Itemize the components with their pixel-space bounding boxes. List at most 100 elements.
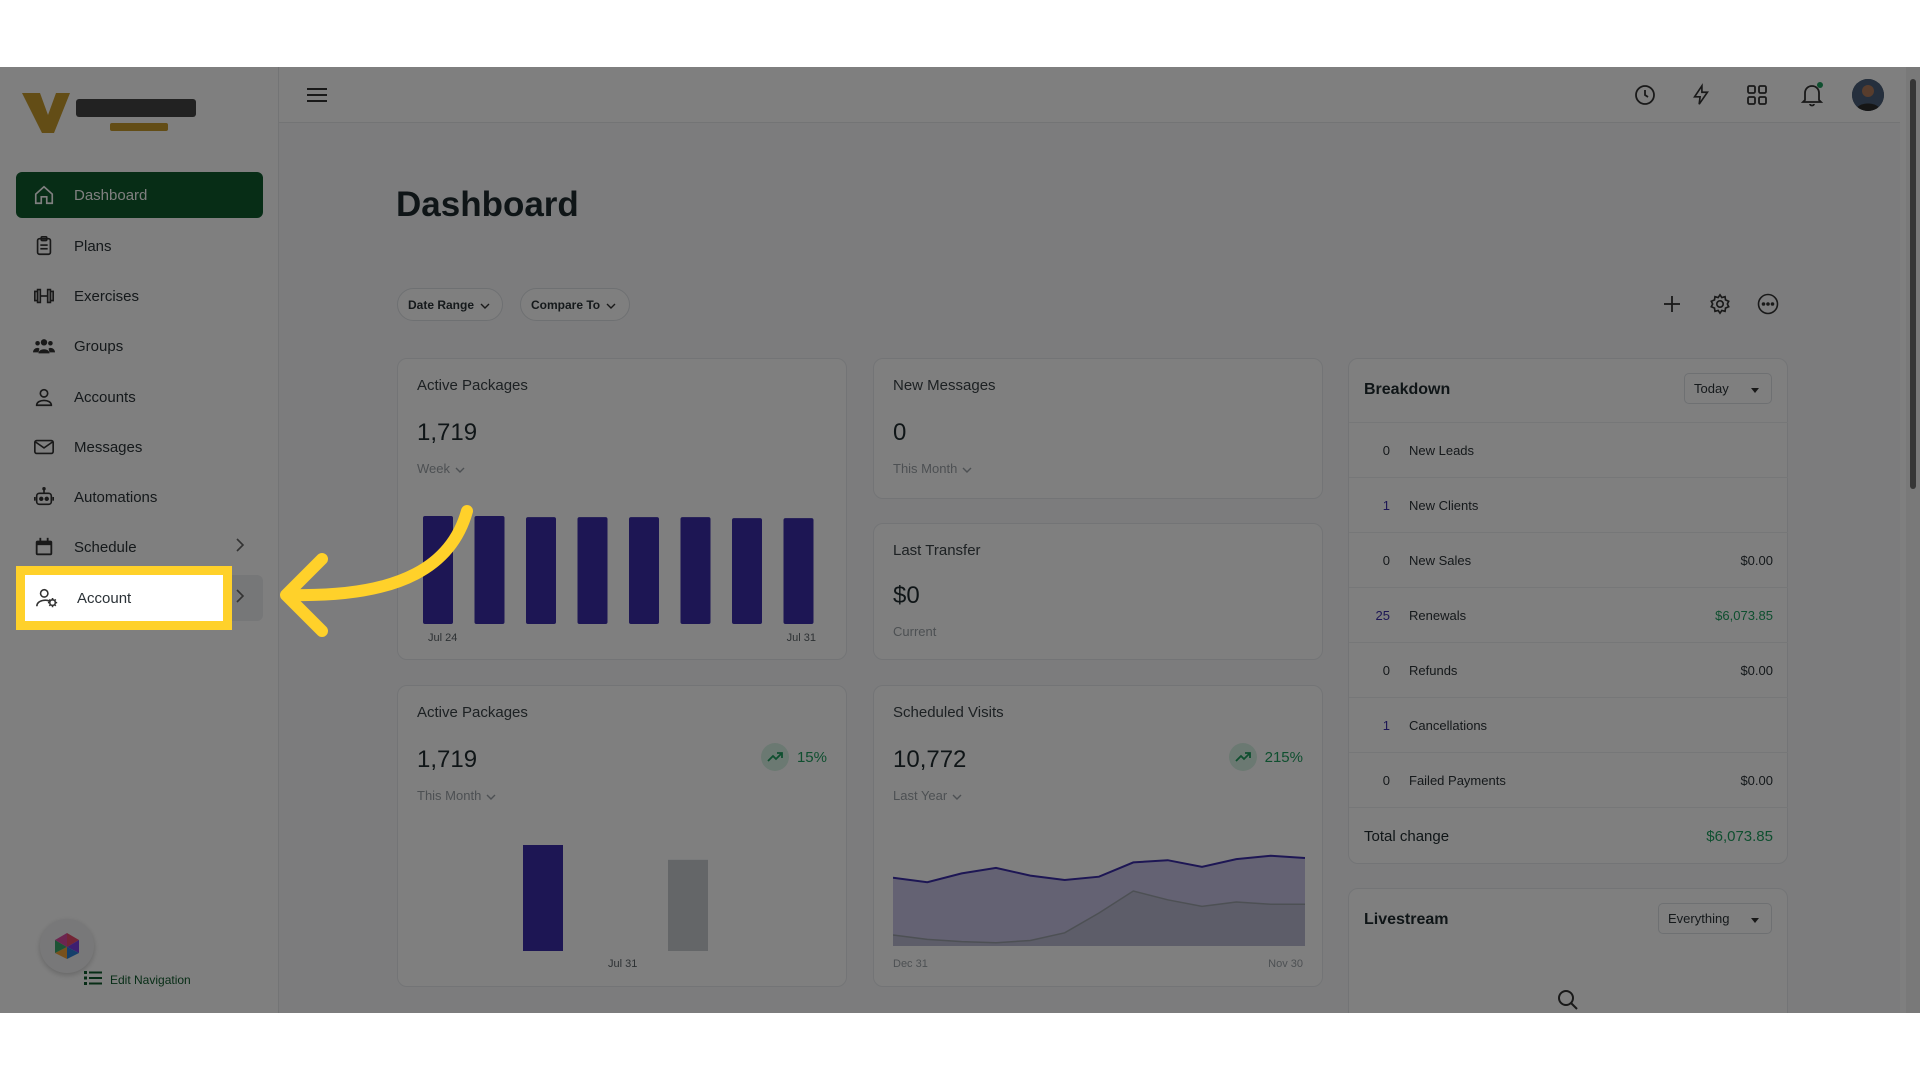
clock-icon <box>1635 85 1655 105</box>
sidebar-item-label: Groups <box>74 337 124 355</box>
list-icon <box>84 970 102 989</box>
last-transfer-card: Last Transfer $0 Current <box>873 523 1323 660</box>
select-value: Everything <box>1668 911 1730 926</box>
breakdown-period-select[interactable]: Today <box>1684 373 1772 404</box>
trend-value: 15% <box>796 748 827 766</box>
breakdown-amount: $0.00 <box>1740 663 1773 678</box>
breakdown-title: Breakdown <box>1364 381 1451 398</box>
chevron-right-icon <box>235 589 245 607</box>
users-icon <box>32 334 56 358</box>
sidebar-item-schedule[interactable]: Schedule <box>16 524 263 570</box>
sidebar-item-plans[interactable]: Plans <box>16 223 263 269</box>
sidebar-item-automations[interactable]: Automations <box>16 474 263 520</box>
sidebar-item-groups[interactable]: Groups <box>16 323 263 369</box>
logo[interactable] <box>18 85 204 143</box>
sidebar-item-dashboard[interactable]: Dashboard <box>16 172 263 218</box>
breakdown-row[interactable]: 1 Cancellations <box>1349 697 1788 752</box>
menu-toggle-button[interactable] <box>303 81 331 109</box>
chart-bar[interactable] <box>680 517 711 624</box>
scrollbar[interactable] <box>1906 67 1920 1013</box>
chevron-down-icon <box>486 788 496 803</box>
more-options-button[interactable] <box>1753 289 1783 319</box>
sidebar-item-label: Plans <box>74 237 112 255</box>
avatar[interactable] <box>1852 79 1884 111</box>
breakdown-total-row: Total change $6,073.85 <box>1349 807 1788 863</box>
sidebar-item-label: Accounts <box>74 388 136 406</box>
x-axis-start-label: Dec 31 <box>893 958 928 970</box>
sidebar: Dashboard Plans Exercises Groups Account… <box>0 67 279 1013</box>
breakdown-row[interactable]: 1 New Clients <box>1349 477 1788 532</box>
search-icon[interactable] <box>1557 989 1579 1013</box>
period-select[interactable]: Week <box>417 461 465 476</box>
chart-bar[interactable] <box>668 859 708 951</box>
sidebar-item-exercises[interactable]: Exercises <box>16 273 263 319</box>
sidebar-item-accounts[interactable]: Accounts <box>16 374 263 420</box>
assistant-bubble[interactable] <box>40 919 94 973</box>
plus-icon <box>1664 296 1680 312</box>
new-messages-card: New Messages 0 This Month <box>873 358 1323 499</box>
sidebar-item-label: Dashboard <box>74 186 148 204</box>
breakdown-count: 1 <box>1382 718 1390 733</box>
period-label: Last Year <box>893 788 948 803</box>
breakdown-label: New Clients <box>1409 498 1479 513</box>
history-button[interactable] <box>1631 81 1659 109</box>
breakdown-row[interactable]: 25 Renewals $6,073.85 <box>1349 587 1788 642</box>
avatar-image <box>1852 79 1884 111</box>
breakdown-row[interactable]: 0 New Sales $0.00 <box>1349 532 1788 587</box>
chart-bar[interactable] <box>629 517 659 624</box>
breakdown-label: Renewals <box>1409 608 1467 623</box>
compare-to-label: Compare To <box>531 297 601 312</box>
breakdown-count: 0 <box>1382 773 1390 788</box>
main-content: Dashboard Date Range Compare To Active P… <box>279 123 1900 1013</box>
chart-bar[interactable] <box>783 518 814 624</box>
compare-to-filter[interactable]: Compare To <box>520 288 630 321</box>
chart-bar[interactable] <box>732 518 762 624</box>
app-window: Dashboard Plans Exercises Groups Account… <box>0 67 1920 1013</box>
period-select[interactable]: Last Year <box>893 788 962 803</box>
card-value: 0 <box>893 419 907 446</box>
edit-navigation-link[interactable]: Edit Navigation <box>84 970 191 989</box>
card-title: New Messages <box>893 377 996 394</box>
period-select[interactable]: This Month <box>893 461 972 476</box>
chevron-down-icon <box>455 461 465 476</box>
grid-icon <box>1747 85 1767 105</box>
chart-bar[interactable] <box>577 517 608 624</box>
scheduled-visits-area-chart <box>893 854 1305 946</box>
livestream-card: Livestream Everything <box>1348 888 1788 1013</box>
date-range-label: Date Range <box>408 297 475 312</box>
apps-button[interactable] <box>1743 81 1771 109</box>
sidebar-item-label: Messages <box>74 438 143 456</box>
breakdown-row[interactable]: 0 New Leads <box>1349 422 1788 477</box>
highlighted-account-menu-item[interactable]: Account <box>16 566 232 630</box>
breakdown-amount: $0.00 <box>1740 773 1773 788</box>
chart-bar[interactable] <box>523 845 563 951</box>
breakdown-row[interactable]: 0 Failed Payments $0.00 <box>1349 752 1788 807</box>
add-widget-button[interactable] <box>1657 289 1687 319</box>
period-label: This Month <box>417 788 482 803</box>
chart-bar[interactable] <box>526 517 556 624</box>
breakdown-label: Refunds <box>1409 663 1458 678</box>
date-range-filter[interactable]: Date Range <box>397 288 503 321</box>
total-label: Total change <box>1364 828 1450 845</box>
chevron-down-icon <box>480 298 490 312</box>
lightning-icon <box>1693 83 1709 105</box>
scheduled-visits-card: Scheduled Visits 10,772 215% Last Year D… <box>873 685 1323 987</box>
mail-icon <box>32 435 56 459</box>
livestream-filter-select[interactable]: Everything <box>1658 903 1772 934</box>
notifications-button[interactable] <box>1798 81 1826 109</box>
scrollbar-thumb[interactable] <box>1910 79 1916 489</box>
breakdown-label: New Sales <box>1409 553 1472 568</box>
dashboard-settings-button[interactable] <box>1705 289 1735 319</box>
x-axis-end-label: Nov 30 <box>1268 958 1303 970</box>
card-title: Scheduled Visits <box>893 704 1004 721</box>
livestream-title: Livestream <box>1364 911 1449 928</box>
breakdown-row[interactable]: 0 Refunds $0.00 <box>1349 642 1788 697</box>
card-title: Active Packages <box>417 704 528 721</box>
bell-icon <box>1800 82 1824 107</box>
sidebar-item-messages[interactable]: Messages <box>16 424 263 470</box>
tutorial-arrow-icon <box>280 505 473 637</box>
period-select[interactable]: This Month <box>417 788 496 803</box>
trend-value: 215% <box>1264 748 1303 766</box>
breakdown-amount: $0.00 <box>1740 553 1773 568</box>
quick-actions-button[interactable] <box>1687 81 1715 109</box>
